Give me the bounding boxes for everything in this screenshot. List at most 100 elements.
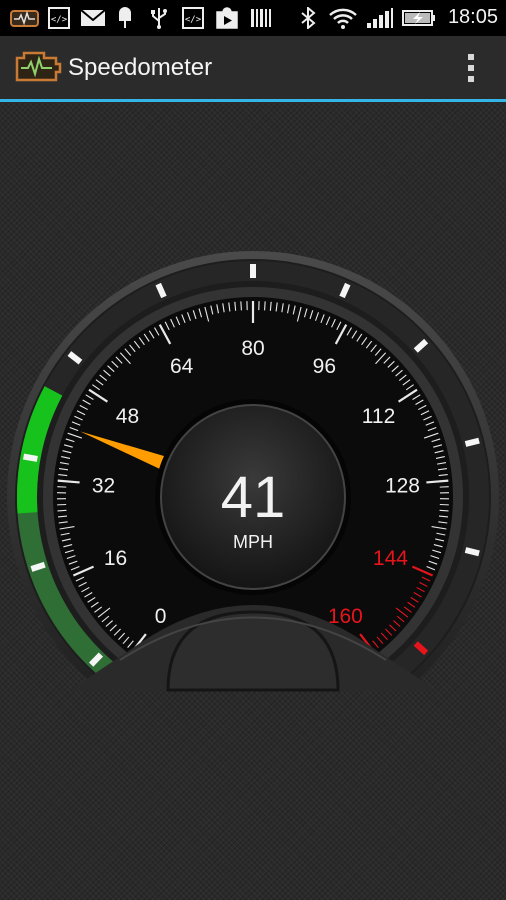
tick-mark: [370, 344, 377, 353]
tick-mark: [119, 352, 131, 365]
outer-marker: [464, 547, 480, 557]
tick-mark: [426, 479, 449, 484]
tick-mark: [331, 318, 336, 328]
play-store-icon: [216, 7, 238, 29]
tick-mark: [240, 301, 242, 311]
tick-mark: [78, 581, 87, 587]
bluetooth-icon: [301, 7, 316, 29]
tick-mark: [92, 384, 101, 391]
tick-mark: [234, 301, 237, 311]
tick-mark: [412, 394, 421, 400]
tick-mark: [292, 305, 296, 315]
tick-mark: [374, 348, 382, 356]
app-notification-icon: [10, 10, 39, 27]
tick-mark: [336, 321, 342, 331]
tick-mark: [433, 543, 443, 548]
tick-mark: [118, 632, 126, 640]
tick-mark: [74, 415, 83, 421]
scale-label: 32: [92, 474, 115, 497]
tick-mark: [365, 340, 373, 349]
tick-mark: [405, 384, 414, 391]
tick-mark: [334, 324, 348, 345]
mount-highlight: [119, 616, 387, 661]
tick-mark: [81, 586, 90, 593]
outer-marker: [464, 437, 480, 447]
tick-mark: [407, 601, 416, 608]
tick-mark: [60, 532, 70, 536]
tick-mark: [438, 521, 448, 524]
battery-charging-icon: [402, 10, 435, 26]
tick-mark: [63, 543, 73, 548]
tick-mark: [109, 624, 117, 632]
tick-mark: [402, 379, 411, 386]
tick-mark: [413, 591, 422, 598]
speed-needle: [80, 431, 170, 472]
tick-mark: [97, 607, 111, 618]
svg-text:</>: </>: [185, 15, 202, 25]
tick-mark: [228, 302, 231, 312]
tick-mark: [72, 565, 94, 577]
tick-mark: [380, 632, 388, 640]
tick-mark: [426, 566, 436, 571]
tick-mark: [85, 394, 94, 400]
tick-mark: [436, 462, 447, 465]
clock: 18:05: [447, 6, 498, 28]
tick-mark: [351, 330, 358, 339]
tick-mark: [356, 333, 363, 342]
tick-mark: [127, 640, 134, 648]
tick-mark: [95, 379, 104, 386]
tick-mark: [439, 509, 449, 512]
app-title: Speedometer: [68, 54, 213, 81]
tick-mark: [133, 340, 141, 349]
tick-mark: [210, 305, 214, 315]
tick-mark: [434, 450, 444, 454]
tick-mark: [435, 538, 445, 542]
scale-label: 144: [373, 547, 408, 570]
tick-mark: [395, 369, 403, 377]
tick-mark: [423, 415, 432, 421]
outer-marker: [328, 703, 333, 716]
tick-mark: [59, 462, 70, 465]
tick-mark: [412, 565, 434, 577]
tick-mark: [87, 596, 96, 603]
outer-marker: [413, 641, 429, 656]
outer-marker: [23, 453, 38, 462]
tick-mark: [94, 606, 103, 613]
scale-label: 112: [362, 405, 395, 428]
tick-mark: [124, 348, 132, 356]
tick-mark: [103, 369, 111, 377]
tick-mark: [430, 555, 440, 559]
tick-mark: [269, 301, 272, 311]
tick-mark: [57, 515, 68, 518]
tick-mark: [129, 344, 136, 353]
tick-mark: [420, 410, 430, 416]
tick-mark: [175, 316, 181, 326]
tick-mark: [64, 549, 74, 554]
outer-marker: [88, 652, 104, 667]
tick-mark: [438, 474, 448, 477]
gauge-ticks: [57, 301, 449, 653]
barcode-icon: [251, 9, 271, 27]
tick-mark: [410, 596, 419, 603]
tick-mark: [99, 374, 108, 381]
tick-mark: [264, 301, 266, 311]
tick-mark: [309, 310, 314, 320]
tick-mark: [61, 538, 71, 542]
tick-mark: [275, 302, 278, 312]
tick-mark: [113, 628, 121, 636]
tick-mark: [181, 314, 186, 323]
tick-mark: [296, 306, 302, 322]
overflow-menu-button[interactable]: [466, 54, 476, 84]
tick-mark: [204, 306, 210, 322]
tick-mark: [423, 432, 439, 439]
speed-unit: MPH: [233, 532, 273, 552]
tick-mark: [66, 555, 76, 559]
tick-mark: [431, 526, 447, 530]
tick-mark: [65, 438, 75, 443]
tick-mark: [303, 308, 308, 318]
code-icon: </>: [48, 7, 70, 29]
tick-mark: [115, 356, 123, 364]
tick-mark: [281, 303, 284, 313]
tick-mark: [158, 324, 172, 345]
scale-label: 64: [170, 355, 194, 378]
